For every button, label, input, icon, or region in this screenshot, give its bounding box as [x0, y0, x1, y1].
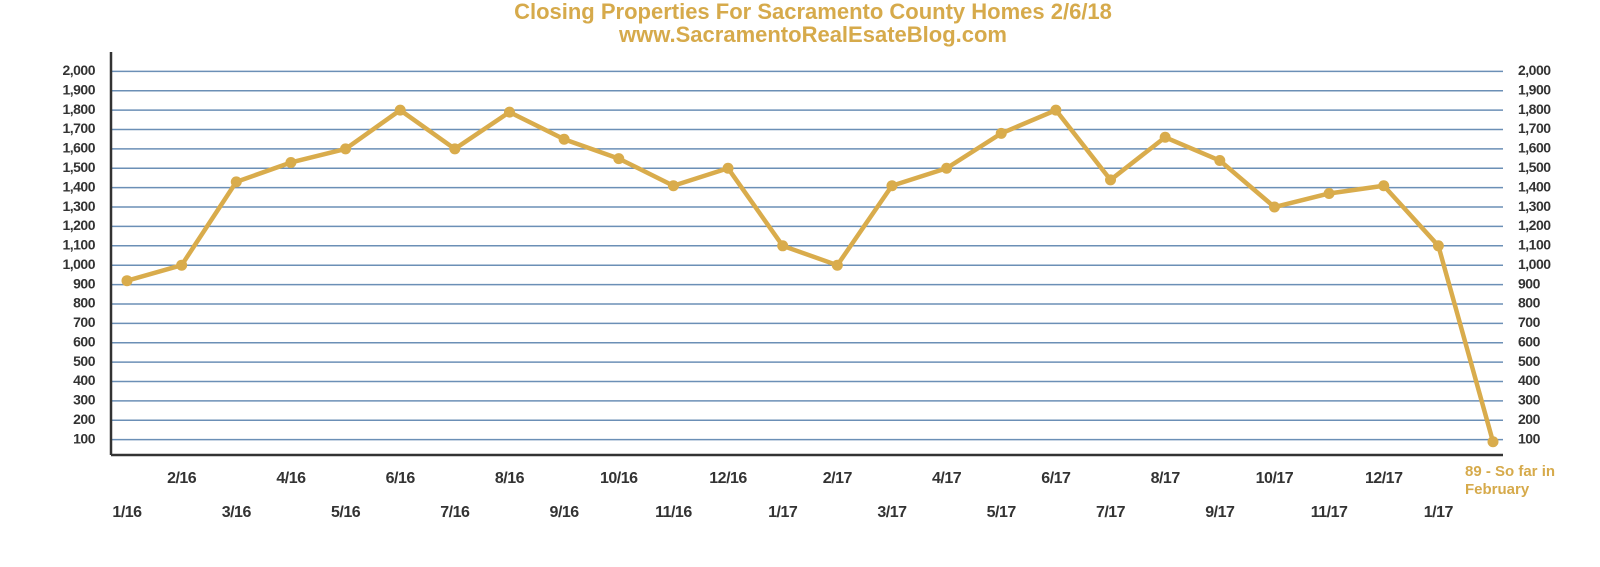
- x-tick-label: 11/17: [1311, 504, 1348, 521]
- point: [995, 127, 1007, 139]
- point: [176, 259, 188, 271]
- y2-tick-label: 900: [1518, 275, 1541, 291]
- point: [886, 180, 898, 192]
- point: [503, 106, 515, 118]
- y2-tick-label: 1,900: [1518, 81, 1551, 97]
- chart-title: Closing Properties For Sacramento County…: [514, 0, 1112, 24]
- x-tick-label: 3/17: [877, 504, 907, 521]
- point: [121, 275, 133, 287]
- y-tick-label: 900: [73, 275, 96, 291]
- point: [1432, 240, 1444, 252]
- y2-tick-label: 2,000: [1518, 62, 1551, 78]
- x-tick-label: 11/16: [655, 504, 692, 521]
- x-tick-label: 7/16: [440, 504, 470, 521]
- point: [831, 259, 843, 271]
- y2-tick-label: 200: [1518, 411, 1541, 427]
- point: [449, 143, 461, 155]
- point: [1378, 180, 1390, 192]
- point: [558, 133, 570, 145]
- x-tick-label: 12/16: [709, 470, 747, 487]
- x-tick-label: 2/17: [823, 470, 853, 487]
- y-tick-label: 1,000: [62, 256, 95, 272]
- y-tick-label: 2,000: [62, 62, 95, 78]
- y2-tick-label: 500: [1518, 353, 1541, 369]
- point: [777, 240, 789, 252]
- point: [1050, 104, 1062, 116]
- y2-tick-label: 700: [1518, 314, 1541, 330]
- point: [230, 176, 242, 188]
- chart-subtitle: www.SacramentoRealEsateBlog.com: [618, 22, 1007, 47]
- point: [1214, 155, 1226, 167]
- x-tick-label: 4/16: [276, 470, 306, 487]
- y-tick-label: 1,100: [62, 237, 95, 253]
- x-tick-label: 1/17: [1424, 504, 1454, 521]
- y-tick-label: 300: [73, 392, 96, 408]
- y-tick-label: 1,500: [62, 159, 95, 175]
- x-tick-label: 5/16: [331, 504, 361, 521]
- y-tick-label: 1,400: [62, 178, 95, 194]
- point: [667, 180, 679, 192]
- x-tick-label: 12/17: [1365, 470, 1403, 487]
- y2-tick-label: 1,700: [1518, 120, 1551, 136]
- y2-tick-label: 100: [1518, 430, 1541, 446]
- point: [722, 162, 734, 174]
- y-tick-label: 100: [73, 430, 96, 446]
- y-tick-label: 1,900: [62, 81, 95, 97]
- y2-tick-label: 1,500: [1518, 159, 1551, 175]
- y-tick-label: 700: [73, 314, 96, 330]
- y2-tick-label: 1,600: [1518, 140, 1551, 156]
- x-tick-label: 6/16: [386, 470, 416, 487]
- y2-tick-label: 1,300: [1518, 198, 1551, 214]
- y-tick-label: 1,600: [62, 140, 95, 156]
- x-tick-label: 10/17: [1256, 470, 1294, 487]
- x-tick-label: 3/16: [222, 504, 252, 521]
- y2-tick-label: 1,400: [1518, 178, 1551, 194]
- point: [394, 104, 406, 116]
- point: [1159, 131, 1171, 143]
- point: [613, 153, 625, 165]
- y2-tick-label: 1,100: [1518, 237, 1551, 253]
- x-tick-label: 6/17: [1041, 470, 1071, 487]
- y2-tick-label: 400: [1518, 372, 1541, 388]
- point: [1268, 201, 1280, 213]
- y-tick-label: 1,200: [62, 217, 95, 233]
- y2-tick-label: 1,200: [1518, 217, 1551, 233]
- x-tick-label: 1/16: [112, 504, 142, 521]
- x-tick-label: 4/17: [932, 470, 962, 487]
- y2-tick-label: 1,000: [1518, 256, 1551, 272]
- y-tick-label: 600: [73, 333, 96, 349]
- point: [340, 143, 352, 155]
- y-tick-label: 500: [73, 353, 96, 369]
- x-tick-label: 8/16: [495, 470, 525, 487]
- x-tick-label: 5/17: [987, 504, 1017, 521]
- x-tick-label: 89 - So far in February: [1465, 463, 1556, 498]
- point: [285, 156, 297, 168]
- y-tick-label: 1,300: [62, 198, 95, 214]
- y2-tick-label: 800: [1518, 295, 1541, 311]
- x-tick-note: 89 - So far in February: [1465, 463, 1556, 498]
- x-tick-label: 9/16: [550, 504, 580, 521]
- point: [1105, 174, 1117, 186]
- point: [941, 162, 953, 174]
- y2-tick-label: 1,800: [1518, 101, 1551, 117]
- y-tick-label: 1,700: [62, 120, 95, 136]
- y-tick-label: 400: [73, 372, 96, 388]
- point: [1487, 436, 1499, 448]
- x-tick-label: 7/17: [1096, 504, 1126, 521]
- x-tick-label: 2/16: [167, 470, 197, 487]
- point: [1323, 187, 1335, 199]
- x-tick-label: 9/17: [1205, 504, 1235, 521]
- x-tick-label: 1/17: [768, 504, 798, 521]
- x-tick-label: 8/17: [1151, 470, 1181, 487]
- line: [126, 107, 1496, 443]
- y2-tick-label: 300: [1518, 392, 1541, 408]
- y-tick-label: 200: [73, 411, 96, 427]
- x-tick-label: 10/16: [600, 470, 638, 487]
- y-tick-label: 1,800: [62, 101, 95, 117]
- y2-tick-label: 600: [1518, 333, 1541, 349]
- y-tick-label: 800: [73, 295, 96, 311]
